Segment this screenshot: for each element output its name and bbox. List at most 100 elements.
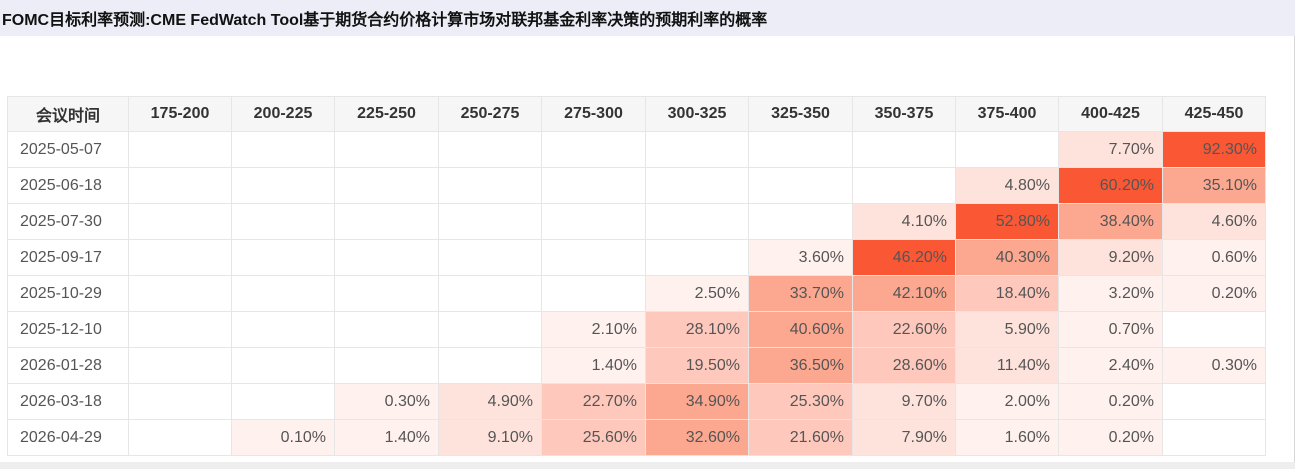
empty-cell xyxy=(645,131,749,168)
empty-cell xyxy=(128,347,232,384)
empty-cell xyxy=(645,167,749,204)
probability-cell: 7.70% xyxy=(1058,131,1163,168)
probability-cell: 34.90% xyxy=(645,383,749,420)
probability-cell: 2.10% xyxy=(541,311,646,348)
probability-cell: 1.40% xyxy=(541,347,646,384)
empty-cell xyxy=(541,203,646,240)
probability-cell: 2.40% xyxy=(1058,347,1163,384)
meeting-date: 2026-01-28 xyxy=(7,347,129,384)
probability-cell: 18.40% xyxy=(955,275,1059,312)
probability-cell: 28.60% xyxy=(852,347,956,384)
empty-cell xyxy=(231,131,335,168)
empty-cell xyxy=(852,131,956,168)
meeting-date: 2025-12-10 xyxy=(7,311,129,348)
probability-table: 会议时间 175-200 200-225 225-250 250-275 275-300… xyxy=(7,96,1297,456)
probability-cell: 60.20% xyxy=(1058,167,1163,204)
meeting-date: 2026-03-18 xyxy=(7,383,129,420)
row-spacer xyxy=(1265,419,1297,456)
probability-cell: 0.30% xyxy=(1162,347,1266,384)
empty-cell xyxy=(541,239,646,276)
empty-cell xyxy=(231,239,335,276)
column-header-275-300: 275-300 xyxy=(541,96,646,132)
probability-cell: 4.90% xyxy=(438,383,542,420)
empty-cell xyxy=(334,203,439,240)
empty-cell xyxy=(128,311,232,348)
empty-cell xyxy=(334,311,439,348)
probability-cell: 52.80% xyxy=(955,203,1059,240)
probability-cell: 4.80% xyxy=(955,167,1059,204)
horizontal-scrollbar-track[interactable] xyxy=(0,462,1295,469)
probability-cell: 2.50% xyxy=(645,275,749,312)
column-header-400-425: 400-425 xyxy=(1058,96,1163,132)
probability-cell: 40.30% xyxy=(955,239,1059,276)
empty-cell xyxy=(438,239,542,276)
table-body: 2025-05-07 7.70% 92.30% 2025-06-18 4.80% 60.2… xyxy=(7,131,1297,456)
probability-cell: 25.60% xyxy=(541,419,646,456)
probability-cell: 9.70% xyxy=(852,383,956,420)
empty-cell xyxy=(748,167,853,204)
empty-cell xyxy=(231,275,335,312)
probability-cell: 32.60% xyxy=(645,419,749,456)
empty-cell xyxy=(541,131,646,168)
meeting-date: 2025-06-18 xyxy=(7,167,129,204)
empty-cell xyxy=(334,239,439,276)
empty-cell xyxy=(1162,383,1266,420)
empty-cell xyxy=(1162,311,1266,348)
empty-cell xyxy=(231,167,335,204)
empty-cell xyxy=(541,275,646,312)
empty-cell xyxy=(128,419,232,456)
empty-cell xyxy=(748,203,853,240)
page-title: FOMC目标利率预测:CME FedWatch Tool基于期货合约价格计算市场… xyxy=(0,0,1295,36)
probability-cell: 3.20% xyxy=(1058,275,1163,312)
empty-cell xyxy=(128,275,232,312)
probability-cell: 9.10% xyxy=(438,419,542,456)
probability-cell: 22.70% xyxy=(541,383,646,420)
column-header-425-450: 425-450 xyxy=(1162,96,1266,132)
probability-cell: 0.20% xyxy=(1162,275,1266,312)
column-header-date: 会议时间 xyxy=(7,96,129,132)
row-spacer xyxy=(1265,167,1297,204)
row-spacer xyxy=(1265,131,1297,168)
empty-cell xyxy=(645,239,749,276)
table-row: 2026-03-18 0.30% 4.90% 22.70% 34.90% 25.30% 9.… xyxy=(7,383,1297,420)
probability-cell: 4.10% xyxy=(852,203,956,240)
probability-cell: 0.70% xyxy=(1058,311,1163,348)
row-spacer xyxy=(1265,239,1297,276)
meeting-date: 2025-07-30 xyxy=(7,203,129,240)
header-spacer xyxy=(1265,96,1297,132)
empty-cell xyxy=(334,347,439,384)
row-spacer xyxy=(1265,347,1297,384)
row-spacer xyxy=(1265,383,1297,420)
empty-cell xyxy=(541,167,646,204)
probability-cell: 22.60% xyxy=(852,311,956,348)
header-row: 会议时间 175-200 200-225 225-250 250-275 275-300… xyxy=(7,96,1297,132)
empty-cell xyxy=(438,311,542,348)
probability-cell: 0.10% xyxy=(231,419,335,456)
empty-cell xyxy=(334,167,439,204)
empty-cell xyxy=(438,203,542,240)
probability-cell: 1.60% xyxy=(955,419,1059,456)
probability-cell: 33.70% xyxy=(748,275,853,312)
probability-cell: 0.60% xyxy=(1162,239,1266,276)
probability-cell: 3.60% xyxy=(748,239,853,276)
meeting-date: 2026-04-29 xyxy=(7,419,129,456)
column-header-175-200: 175-200 xyxy=(128,96,232,132)
table-row: 2026-04-29 0.10% 1.40% 9.10% 25.60% 32.60% 21.… xyxy=(7,419,1297,456)
empty-cell xyxy=(128,383,232,420)
probability-cell: 0.20% xyxy=(1058,383,1163,420)
probability-cell: 40.60% xyxy=(748,311,853,348)
table-row: 2025-10-29 2.50% 33.70% 42.10% 18.40% 3.20% 0.… xyxy=(7,275,1297,312)
probability-cell: 46.20% xyxy=(852,239,956,276)
page-title-text: FOMC目标利率预测:CME FedWatch Tool基于期货合约价格计算市场… xyxy=(2,12,768,29)
table-row: 2025-09-17 3.60% 46.20% 40.30% 9.20% 0.60% xyxy=(7,239,1297,276)
meeting-date: 2025-10-29 xyxy=(7,275,129,312)
probability-cell: 28.10% xyxy=(645,311,749,348)
empty-cell xyxy=(955,131,1059,168)
empty-cell xyxy=(128,239,232,276)
empty-cell xyxy=(231,383,335,420)
probability-cell: 38.40% xyxy=(1058,203,1163,240)
row-spacer xyxy=(1265,275,1297,312)
probability-cell: 2.00% xyxy=(955,383,1059,420)
column-header-375-400: 375-400 xyxy=(955,96,1059,132)
probability-cell: 1.40% xyxy=(334,419,439,456)
